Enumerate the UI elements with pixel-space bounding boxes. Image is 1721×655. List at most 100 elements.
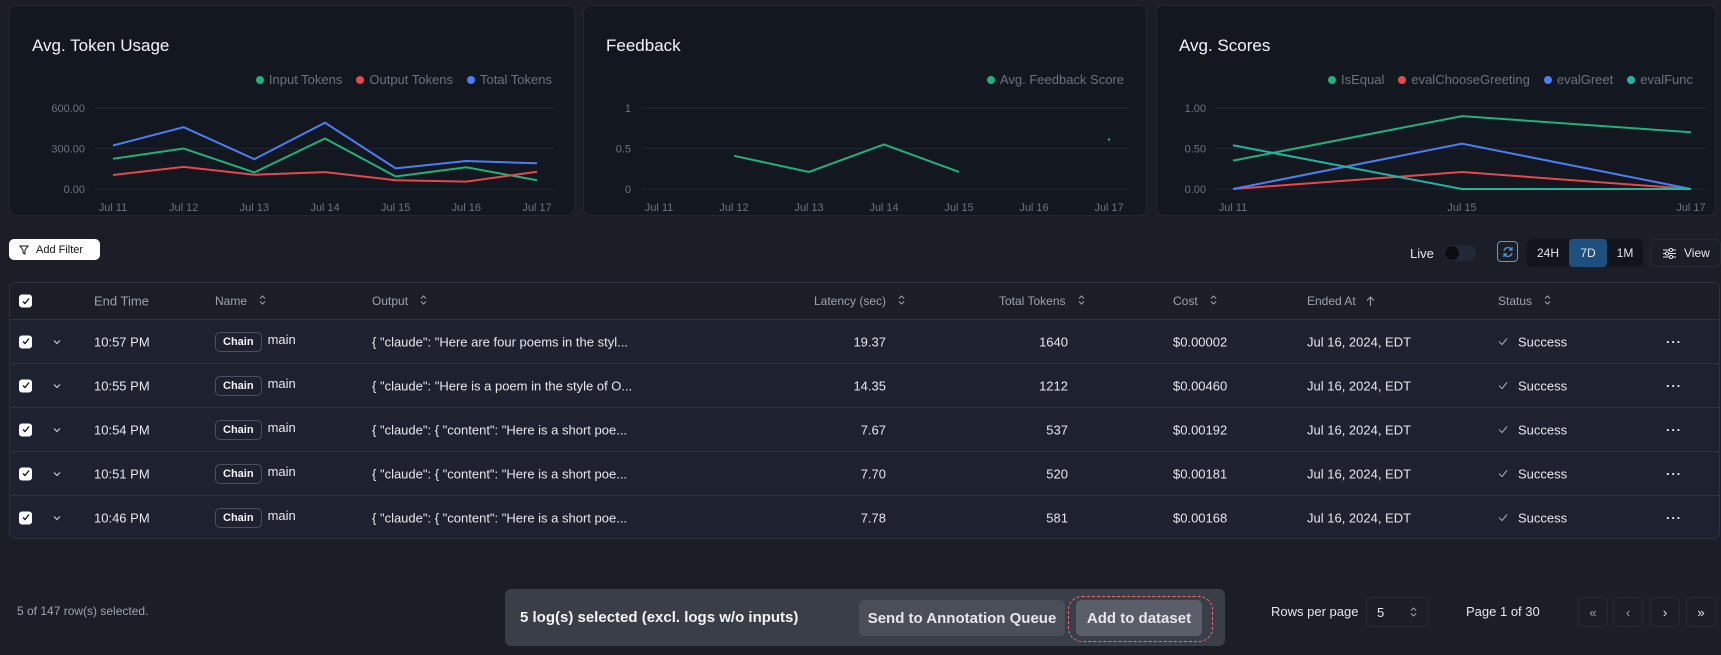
legend-item[interactable]: Input Tokens [255,72,343,87]
status-badge: Success [1498,510,1567,525]
row-checkbox[interactable] [19,335,32,348]
run-name: main [267,332,296,347]
live-label: Live [1410,245,1434,261]
check-icon [22,426,30,433]
header-name[interactable]: Name [215,294,266,308]
legend-item[interactable]: IsEqual [1327,72,1384,87]
table-row[interactable]: 10:46 PM Chain main { "claude": { "conten… [10,495,1719,538]
y-tick-label: 0.5 [616,144,631,156]
status-text: Success [1518,466,1568,481]
send-to-annotation-queue-button[interactable]: Send to Annotation Queue [859,600,1065,636]
table-row[interactable]: 10:51 PM Chain main { "claude": { "conten… [10,451,1719,495]
chart-legend: IsEqual evalChooseGreeting evalGreet evalFu… [1327,72,1693,87]
row-actions-icon[interactable]: ··· [1666,334,1682,349]
status-badge: Success [1498,378,1567,393]
legend-label: Total Tokens [479,72,552,87]
legend-item[interactable]: evalFunc [1627,72,1693,87]
sliders-icon [1663,247,1676,259]
check-icon [22,470,30,477]
chevron-up-down-icon [1410,605,1417,620]
rows-per-page-select[interactable]: 5 [1366,597,1428,627]
first-page-button[interactable]: « [1578,597,1608,627]
row-checkbox[interactable] [19,423,32,436]
chart-legend: Input Tokens Output Tokens Total Tokens [255,72,552,87]
row-actions-icon[interactable]: ··· [1666,422,1682,437]
feedback-card: Feedback Avg. Feedback Score 0 0.5 1 Jul 11… [583,5,1147,216]
prev-page-button[interactable]: ‹ [1613,597,1643,627]
status-text: Success [1518,510,1568,525]
run-type-badge: Chain [215,375,262,396]
chevron-down-icon [53,515,61,520]
expand-row-button[interactable] [53,383,61,388]
check-icon [22,514,30,521]
total-tokens-value: 581 [1046,510,1068,525]
x-tick-label: Jul 11 [1219,202,1248,214]
expand-row-button[interactable] [53,427,61,432]
row-actions-icon[interactable]: ··· [1666,378,1682,393]
view-button[interactable]: View [1650,239,1721,267]
table-row[interactable]: 10:55 PM Chain main { "claude": "Here is … [10,363,1719,407]
table-row[interactable]: 10:57 PM Chain main { "claude": "Here are… [10,319,1719,363]
table-row[interactable]: 10:54 PM Chain main { "claude": { "conten… [10,407,1719,451]
legend-item[interactable]: Avg. Feedback Score [986,72,1124,87]
end-time: 10:51 PM [94,466,150,481]
series-line-input-tokens [112,137,538,182]
header-ended-at[interactable]: Ended At [1307,294,1375,308]
output-preview: { "claude": { "content": "Here is a shor… [372,466,628,481]
last-page-button[interactable]: » [1686,597,1716,627]
add-filter-button[interactable]: Add Filter [9,239,100,260]
x-tick-label: Jul 12 [719,202,748,214]
row-checkbox[interactable] [19,467,32,480]
refresh-button[interactable] [1497,241,1518,262]
legend-label: Input Tokens [268,72,343,87]
end-time: 10:46 PM [94,510,150,525]
status-text: Success [1518,334,1568,349]
header-total-tokens[interactable]: Total Tokens [999,294,1085,308]
legend-item[interactable]: Output Tokens [356,72,453,87]
total-tokens-value: 1640 [1039,334,1068,349]
header-latency[interactable]: Latency (sec) [814,294,905,308]
header-end-time[interactable]: End Time [94,293,149,309]
rows-per-page-value: 5 [1377,604,1385,620]
chart-title: Avg. Scores [1179,36,1271,55]
y-tick-label: 0 [625,184,631,196]
expand-row-button[interactable] [53,471,61,476]
expand-row-button[interactable] [53,515,61,520]
cost-value: $0.00192 [1173,422,1228,437]
next-page-button[interactable]: › [1650,597,1680,627]
check-icon [1498,382,1508,390]
table-header: End Time Name Output Latency (sec) Total… [10,283,1719,319]
chevron-down-icon [53,471,61,476]
legend-item[interactable]: Total Tokens [466,72,552,87]
select-all-checkbox[interactable] [19,294,32,308]
run-name: main [267,420,296,435]
legend-dot [1327,76,1336,84]
y-tick-label: 300.00 [51,144,85,156]
legend-dot [255,76,264,84]
expand-row-button[interactable] [53,339,61,344]
range-7d-button[interactable]: 7D [1569,239,1607,267]
y-tick-label: 0.00 [1185,184,1206,196]
range-24h-button[interactable]: 24H [1527,239,1569,267]
status-text: Success [1518,378,1568,393]
legend-dot [356,76,365,84]
header-name-label: Name [215,294,248,308]
live-toggle[interactable] [1443,245,1476,261]
row-checkbox[interactable] [19,511,32,524]
range-1m-button[interactable]: 1M [1607,239,1643,267]
x-tick-label: Jul 15 [1447,202,1476,214]
header-status[interactable]: Status [1498,294,1551,308]
row-actions-icon[interactable]: ··· [1666,466,1682,481]
legend-item[interactable]: evalGreet [1543,72,1613,87]
total-tokens-value: 520 [1046,466,1068,481]
sort-icon [420,294,427,308]
header-output[interactable]: Output [372,294,427,308]
row-actions-icon[interactable]: ··· [1666,510,1682,525]
row-checkbox[interactable] [19,379,32,392]
check-icon [22,382,30,389]
add-to-dataset-button[interactable]: Add to dataset [1076,600,1202,636]
selection-text: 5 log(s) selected (excl. logs w/o inputs… [520,609,799,626]
legend-item[interactable]: evalChooseGreeting [1398,72,1530,87]
scores-chart: 0.00 0.50 1.00 Jul 11 Jul 15 Jul 17 [1185,103,1708,214]
header-cost[interactable]: Cost [1173,294,1217,308]
